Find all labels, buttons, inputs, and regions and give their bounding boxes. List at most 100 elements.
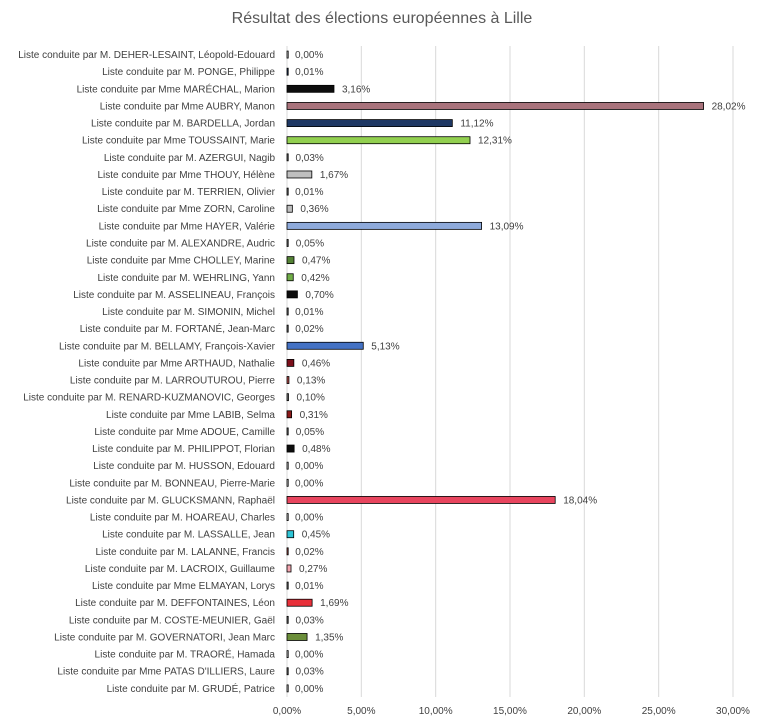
data-label: 0,05% (296, 238, 324, 249)
bar (286, 170, 313, 179)
bar (286, 513, 289, 521)
bar (286, 290, 298, 299)
category-label: Liste conduite par M. HOAREAU, Charles (90, 513, 275, 524)
bar (286, 393, 289, 402)
bar (286, 530, 295, 539)
category-label: Liste conduite par M. BONNEAU, Pierre-Ma… (69, 478, 275, 489)
data-label: 0,01% (295, 187, 323, 198)
bar (286, 67, 289, 76)
data-label: 0,00% (295, 461, 323, 472)
data-label: 28,02% (712, 101, 746, 112)
category-label: Liste conduite par Mme MARÉCHAL, Marion (77, 82, 275, 95)
category-label: Liste conduite par M. SIMONIN, Michel (102, 307, 275, 318)
data-label: 1,67% (320, 170, 348, 181)
category-label: Liste conduite par M. TERRIEN, Olivier (102, 187, 276, 198)
category-label: Liste conduite par M. GLUCKSMANN, Raphaë… (66, 495, 275, 506)
category-label: Liste conduite par M. LARROUTUROU, Pierr… (70, 376, 276, 387)
data-label: 0,02% (295, 324, 323, 335)
bar (286, 581, 289, 590)
data-label: 0,01% (295, 67, 323, 78)
data-label: 0,00% (295, 684, 323, 695)
bar (286, 84, 335, 93)
category-label: Liste conduite par Mme PATAS D'ILLIERS, … (57, 667, 275, 678)
category-label: Liste conduite par M. GOVERNATORI, Jean … (54, 632, 275, 643)
data-label: 12,31% (478, 136, 512, 147)
category-label: Liste conduite par Mme ARTHAUD, Nathalie (78, 358, 275, 369)
category-label: Liste conduite par M. PHILIPPOT, Florian (92, 444, 275, 455)
bar (286, 341, 364, 350)
category-label: Liste conduite par Mme ELMAYAN, Lorys (92, 581, 275, 592)
data-label: 0,70% (305, 290, 333, 301)
bar (286, 684, 289, 693)
data-label: 0,45% (302, 530, 330, 541)
bar (286, 667, 289, 676)
bar (286, 153, 289, 162)
bar (286, 478, 289, 487)
data-label: 0,46% (302, 358, 330, 369)
data-label: 1,69% (320, 598, 348, 609)
bar (286, 239, 289, 247)
category-label: Liste conduite par M. LASSALLE, Jean (102, 530, 275, 541)
category-label: Liste conduite par Mme THOUY, Hélène (98, 170, 276, 181)
data-label: 3,16% (342, 84, 370, 95)
category-label: Liste conduite par M. PONGE, Philippe (102, 67, 275, 78)
category-label: Liste conduite par M. GRUDÉ, Patrice (107, 682, 276, 695)
bar (286, 633, 308, 641)
data-label: 0,00% (295, 650, 323, 661)
data-label: 0,00% (295, 478, 323, 489)
data-label: 0,48% (302, 444, 330, 455)
bar (286, 324, 289, 333)
data-label: 0,03% (295, 667, 323, 678)
category-label: Liste conduite par M. FORTANÉ, Jean-Marc (80, 322, 275, 335)
category-label: Liste conduite par Mme TOUSSAINT, Marie (82, 136, 275, 147)
data-label: 0,10% (296, 393, 324, 404)
data-label: 0,13% (297, 376, 325, 387)
bar (286, 376, 290, 384)
category-label: Liste conduite par Mme CHOLLEY, Marine (87, 256, 276, 267)
category-label: Liste conduite par M. LALANNE, Francis (95, 547, 275, 558)
data-label: 0,03% (295, 153, 323, 164)
x-tick-label: 30,00% (716, 706, 750, 717)
bar (286, 410, 293, 419)
category-label: Liste conduite par Mme LABIB, Selma (106, 410, 275, 421)
data-label: 0,31% (300, 410, 328, 421)
x-tick-label: 5,00% (347, 706, 375, 717)
data-label: 11,12% (460, 119, 493, 130)
x-tick-label: 0,00% (273, 706, 301, 717)
data-label: 18,04% (563, 495, 597, 506)
data-label: 1,35% (315, 632, 343, 643)
category-label: Liste conduite par M. LACROIX, Guillaume (85, 564, 276, 575)
data-label: 0,05% (296, 427, 324, 438)
bar (286, 119, 453, 127)
x-tick-label: 20,00% (567, 706, 601, 717)
bar (286, 136, 471, 145)
bar (286, 102, 704, 110)
bar (286, 444, 295, 453)
bar (286, 615, 289, 624)
category-label: Liste conduite par M. ASSELINEAU, Franço… (73, 290, 275, 301)
x-tick-label: 15,00% (493, 706, 527, 717)
data-label: 5,13% (371, 341, 399, 352)
category-label: Liste conduite par Mme ADOUE, Camille (94, 427, 275, 438)
bar (286, 359, 295, 367)
bar (286, 650, 289, 659)
category-label: Liste conduite par M. WEHRLING, Yann (98, 273, 276, 284)
category-label: Liste conduite par M. ALEXANDRE, Audric (86, 238, 275, 249)
bar (286, 221, 483, 230)
bar (286, 547, 289, 556)
category-label: Liste conduite par M. TRAORÉ, Hamada (95, 648, 276, 661)
data-label: 0,27% (299, 564, 327, 575)
bar (286, 256, 295, 265)
bar (286, 187, 289, 196)
category-label: Liste conduite par M. RENARD-KUZMANOVIC,… (23, 393, 275, 404)
data-label: 0,47% (302, 256, 330, 267)
bar (286, 496, 556, 504)
chart-title: Résultat des élections européennes à Lil… (231, 10, 533, 27)
data-label: 0,00% (295, 50, 323, 61)
bar (286, 50, 289, 59)
data-label: 0,02% (295, 547, 323, 558)
bar (286, 564, 292, 573)
category-label: Liste conduite par M. BARDELLA, Jordan (91, 119, 275, 130)
bar (286, 427, 289, 436)
